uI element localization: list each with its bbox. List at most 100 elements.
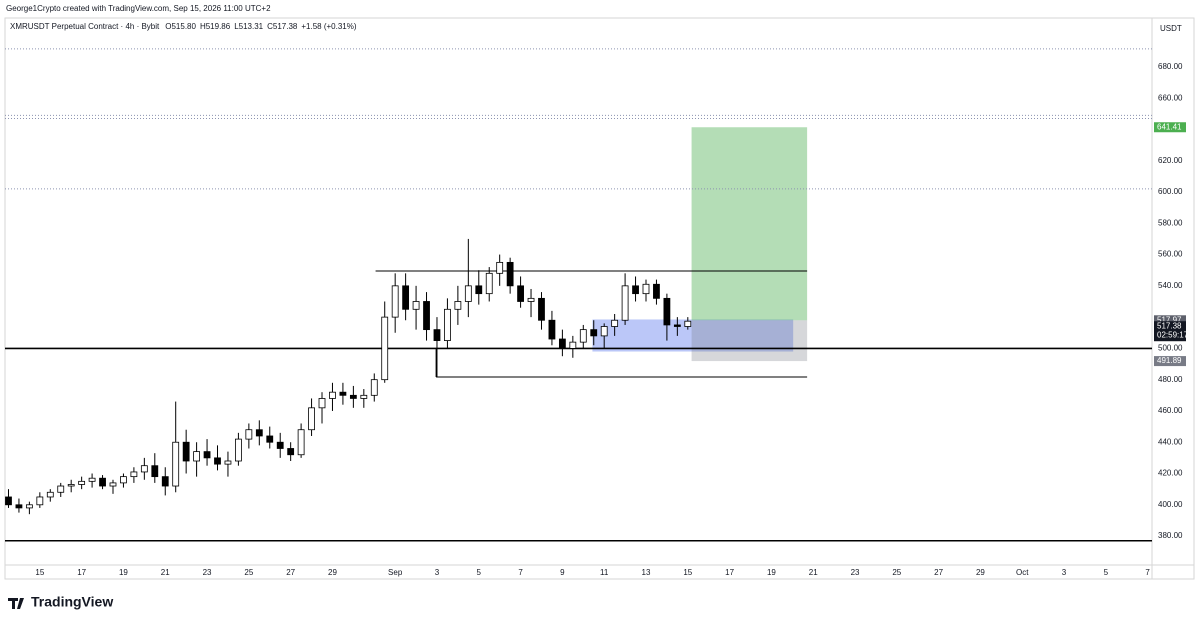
ohlc: +1.58 (+0.31%) xyxy=(301,22,356,31)
candle-body xyxy=(140,465,148,473)
y-tick-label: 600.00 xyxy=(1158,187,1183,196)
candle-body xyxy=(57,485,65,493)
candle-body xyxy=(464,285,472,302)
entry-tag: 517.97 xyxy=(1157,315,1182,324)
candle-body xyxy=(370,379,378,396)
y-tick-label: 380.00 xyxy=(1158,531,1183,540)
candle-body xyxy=(245,429,253,440)
currency: USDT xyxy=(1160,24,1182,33)
x-tick-label: 29 xyxy=(328,568,337,577)
countdown: 02:59:17 xyxy=(1157,330,1189,339)
candle-body xyxy=(423,301,430,331)
ohlc: L513.31 xyxy=(234,22,263,31)
candle-body xyxy=(600,326,608,337)
candle-body xyxy=(558,338,566,349)
x-tick-label: 25 xyxy=(892,568,901,577)
x-tick-label: 21 xyxy=(809,568,818,577)
candle-body xyxy=(642,283,650,295)
candle-body xyxy=(318,398,326,409)
candle-body xyxy=(109,482,117,487)
candle-body xyxy=(454,301,462,310)
candle-body xyxy=(297,429,305,456)
candle-body xyxy=(276,441,284,449)
symbol: XMRUSDT Perpetual Contract · 4h · Bybit xyxy=(10,22,160,31)
x-tick-label: 23 xyxy=(203,568,212,577)
candle-body xyxy=(496,261,504,274)
candle-body xyxy=(579,329,587,343)
y-tick-label: 540.00 xyxy=(1158,281,1183,290)
frame xyxy=(4,17,1195,580)
x-tick-label: 25 xyxy=(244,568,253,577)
x-tick-label: 3 xyxy=(1062,568,1067,577)
x-tick-label: 5 xyxy=(1104,568,1109,577)
candle-body xyxy=(391,285,399,318)
candle-body xyxy=(172,441,180,487)
y-tick-label: 680.00 xyxy=(1158,62,1183,71)
candle-body xyxy=(255,429,263,437)
x-tick-label: Sep xyxy=(388,568,403,577)
candle-body xyxy=(611,319,619,327)
x-tick-label: 19 xyxy=(767,568,776,577)
candle-body xyxy=(506,261,514,287)
y-tick-label: 580.00 xyxy=(1158,218,1183,227)
y-tick-label: 440.00 xyxy=(1158,437,1183,446)
entry-tag-bg xyxy=(1154,315,1186,326)
last-price: 517.38 xyxy=(1157,321,1182,330)
stop-tag: 491.89 xyxy=(1157,356,1182,365)
x-tick-label: 7 xyxy=(1145,568,1150,577)
attribution: George1Crypto created with TradingView.c… xyxy=(6,4,271,13)
candle-body xyxy=(349,394,357,399)
x-tick-label: 17 xyxy=(77,568,86,577)
candle-body xyxy=(235,438,242,462)
candle-body xyxy=(266,435,274,443)
zone xyxy=(592,319,794,352)
candle-body xyxy=(329,391,336,399)
candle-body xyxy=(517,285,524,302)
ohlc: O515.80 xyxy=(165,22,196,31)
y-tick-label: 560.00 xyxy=(1158,250,1183,259)
x-tick-label: 27 xyxy=(286,568,295,577)
x-tick-label: 11 xyxy=(600,568,609,577)
candle-body xyxy=(5,496,12,506)
candle-body xyxy=(25,504,33,509)
candle-body xyxy=(475,285,483,295)
candle-body xyxy=(444,308,451,341)
candle-body xyxy=(402,285,410,310)
candle-body xyxy=(360,394,368,399)
target-tag-bg xyxy=(1154,122,1186,133)
candle-body xyxy=(339,391,347,396)
y-tick-label: 620.00 xyxy=(1158,156,1183,165)
target-tag: 641.41 xyxy=(1157,122,1182,131)
candle-body xyxy=(381,316,389,381)
x-tick-label: 23 xyxy=(851,568,860,577)
logo-icon xyxy=(8,598,24,609)
candle-body xyxy=(203,451,211,459)
candle-body xyxy=(99,477,106,487)
candle-body xyxy=(673,324,681,327)
candle-body xyxy=(663,297,671,326)
x-tick-label: 13 xyxy=(642,568,651,577)
y-tick-label: 480.00 xyxy=(1158,375,1183,384)
symbol-line: XMRUSDT Perpetual Contract · 4h · Bybit O… xyxy=(10,22,357,31)
candle-body xyxy=(182,441,190,462)
candle-body xyxy=(161,476,169,487)
candle-body xyxy=(120,476,127,484)
candle-body xyxy=(590,329,598,337)
candle-body xyxy=(569,341,577,349)
x-tick-label: 27 xyxy=(934,568,943,577)
x-tick-label: Oct xyxy=(1016,568,1029,577)
target-zone xyxy=(691,127,808,321)
y-tick-label: 660.00 xyxy=(1158,93,1183,102)
candle-body xyxy=(78,480,86,485)
y-tick-label: 460.00 xyxy=(1158,406,1183,415)
candle-body xyxy=(287,448,295,456)
x-tick-label: 15 xyxy=(35,568,44,577)
candle-body xyxy=(224,460,232,465)
candle-body xyxy=(193,451,201,462)
candle-body xyxy=(548,319,556,340)
candle-body xyxy=(684,320,692,327)
x-tick-label: 5 xyxy=(477,568,482,577)
x-tick-label: 7 xyxy=(518,568,523,577)
candle-body xyxy=(527,297,535,302)
candle-body xyxy=(621,285,629,321)
